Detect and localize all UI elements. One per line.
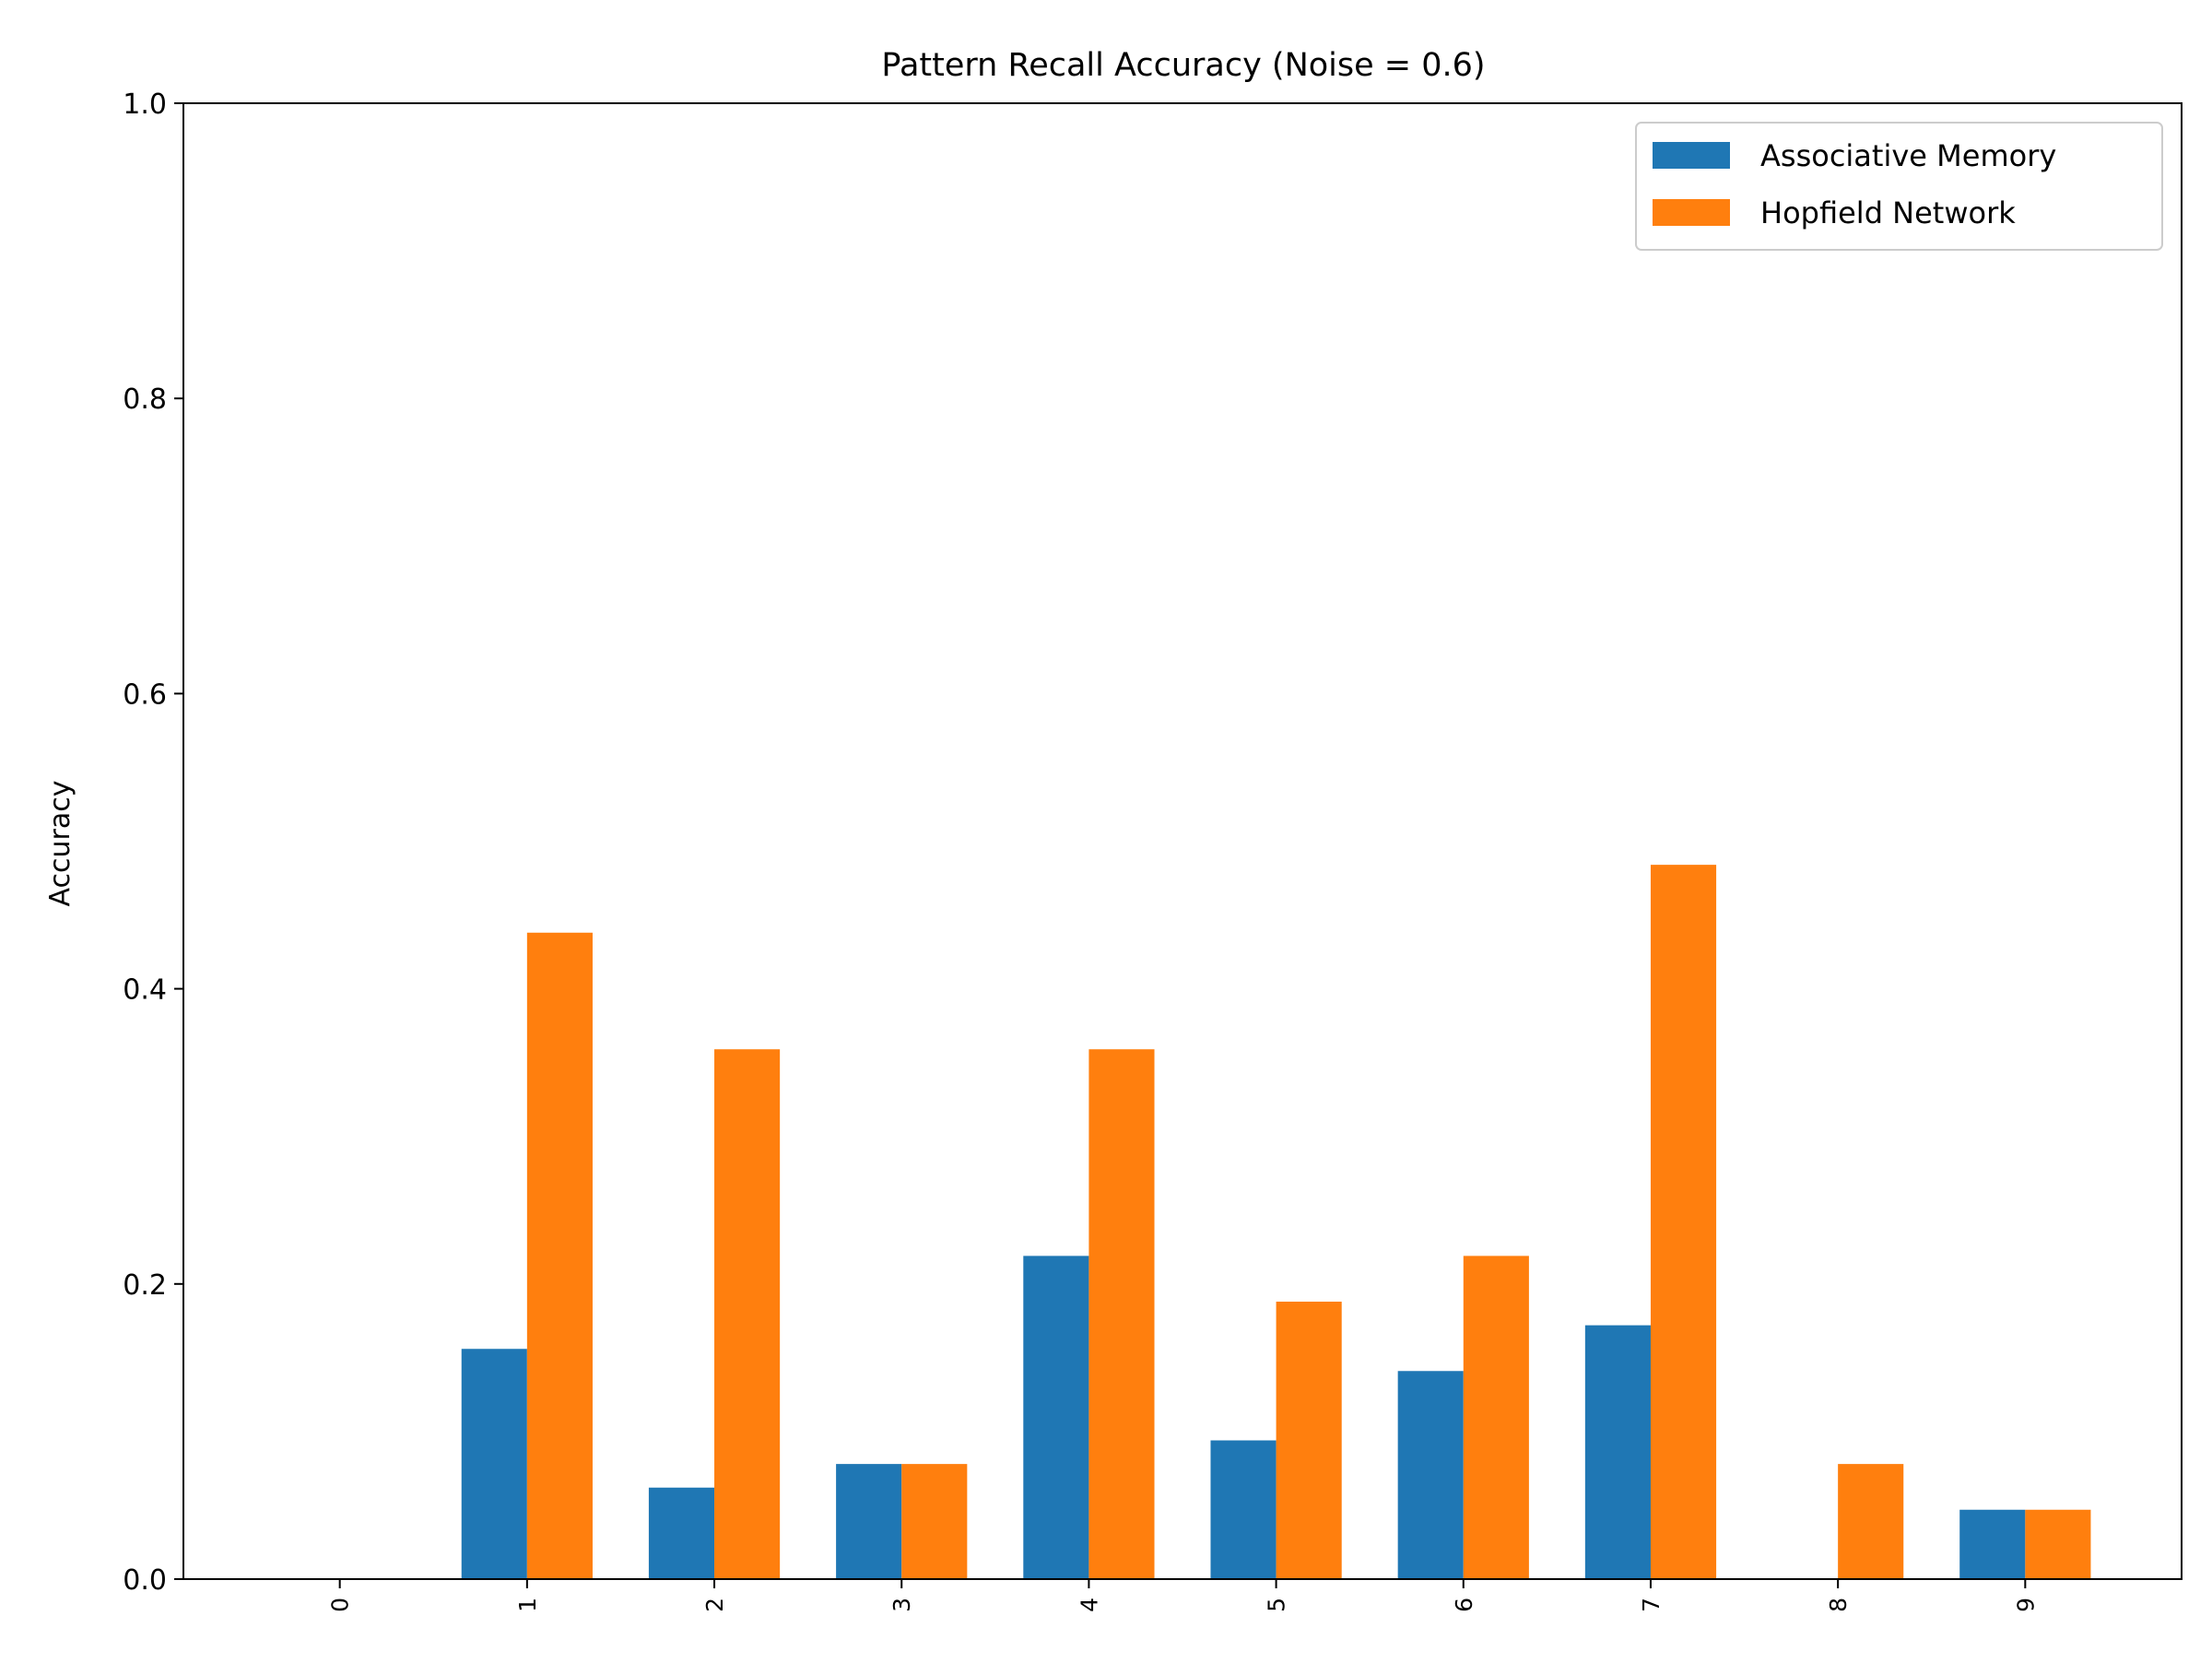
legend-swatch-associative-memory (1653, 142, 1730, 169)
x-tick-label: 9 (2012, 1598, 2039, 1612)
legend-swatch-hopfield-network (1653, 199, 1730, 226)
axes-layer: 0.0 0.2 0.4 0.6 0.8 1.0 0 1 2 3 4 5 6 7 8 9 (123, 88, 2183, 1612)
plot-frame (182, 102, 2183, 1580)
bar-associative-memory-4 (1023, 1256, 1089, 1579)
y-tick-label: 0.2 (123, 1269, 167, 1302)
bar-associative-memory-2 (648, 1487, 715, 1579)
bar-hopfield-network-3 (901, 1464, 968, 1579)
legend-box (1635, 122, 2163, 251)
y-tick-label: 0.8 (123, 383, 167, 416)
y-tick-label: 1.0 (123, 88, 167, 121)
y-tick-label: 0.6 (123, 678, 167, 711)
y-tick-label: 0.4 (123, 974, 167, 1007)
bar-associative-memory-3 (836, 1464, 902, 1579)
bar-hopfield-network-1 (526, 932, 593, 1579)
y-axis-label: Accuracy (44, 781, 76, 907)
bar-associative-memory-6 (1397, 1371, 1464, 1579)
x-tick-label: 3 (888, 1598, 915, 1612)
bar-hopfield-network-8 (1838, 1464, 1904, 1579)
y-tick-label: 0.0 (123, 1564, 167, 1597)
bar-hopfield-network-5 (1276, 1302, 1342, 1579)
bars-layer (461, 865, 2091, 1579)
chart-title: Pattern Recall Accuracy (Noise = 0.6) (881, 47, 1485, 84)
bar-hopfield-network-7 (1650, 865, 1717, 1579)
x-tick-label: 0 (327, 1598, 354, 1612)
bar-hopfield-network-6 (1463, 1256, 1529, 1579)
x-tick-label: 2 (701, 1598, 728, 1612)
x-tick-label: 8 (1825, 1598, 1852, 1612)
legend-label-hopfield-network: Hopfield Network (1760, 195, 2016, 230)
x-tick-label: 7 (1638, 1598, 1665, 1612)
bar-associative-memory-1 (461, 1349, 527, 1579)
x-tick-label: 1 (514, 1598, 541, 1612)
x-tick-label: 4 (1076, 1598, 1102, 1612)
bar-associative-memory-9 (1959, 1509, 2026, 1579)
bar-hopfield-network-4 (1088, 1049, 1155, 1579)
bar-hopfield-network-9 (2025, 1509, 2091, 1579)
bar-hopfield-network-2 (714, 1049, 781, 1579)
bar-associative-memory-5 (1210, 1440, 1277, 1579)
legend: Associative Memory Hopfield Network (1635, 122, 2163, 251)
legend-label-associative-memory: Associative Memory (1760, 138, 2056, 173)
x-tick-label: 6 (1451, 1598, 1477, 1612)
bar-associative-memory-7 (1584, 1325, 1651, 1579)
x-tick-label: 5 (1264, 1598, 1290, 1612)
